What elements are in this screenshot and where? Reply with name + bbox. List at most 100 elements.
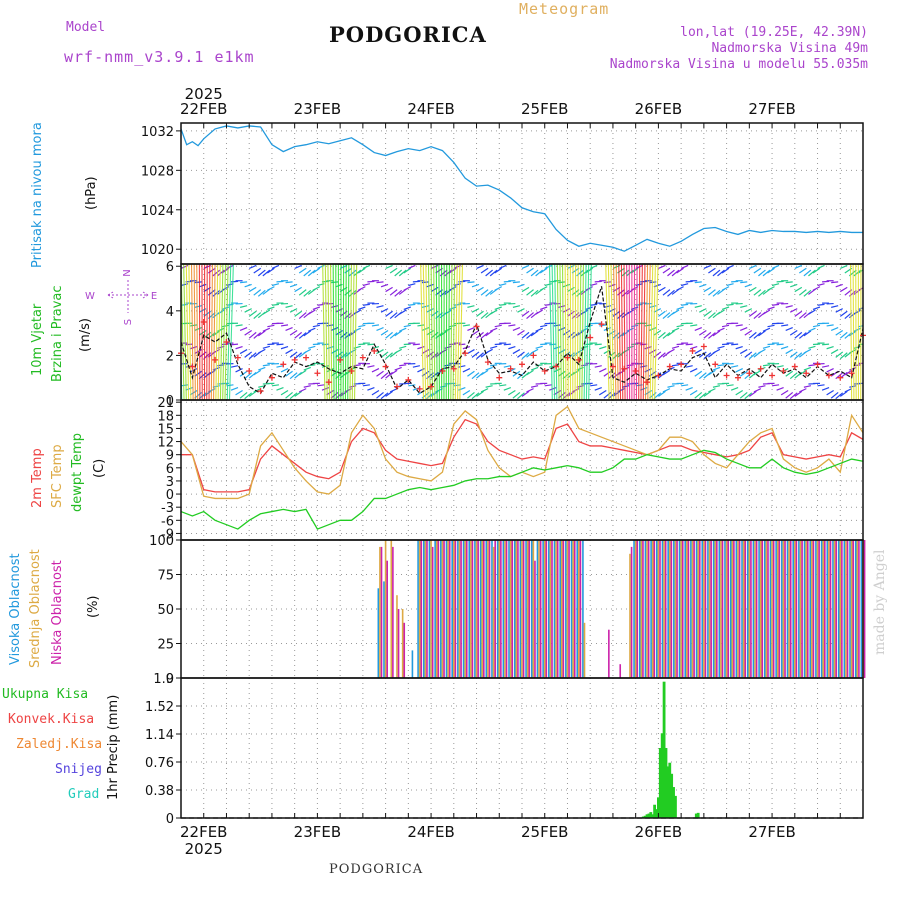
wind-fan bbox=[638, 264, 641, 400]
wind-arrow bbox=[598, 389, 607, 396]
wind-gust-marker bbox=[848, 370, 855, 377]
cloud-low-bar bbox=[551, 540, 553, 678]
pressure-y-tick-label: 1024 bbox=[141, 204, 174, 219]
wind-arrow bbox=[181, 264, 189, 270]
wind-arrow bbox=[244, 283, 252, 288]
wind-arrow bbox=[826, 368, 834, 373]
wind-gust-marker bbox=[666, 363, 673, 370]
wind-gust-marker bbox=[348, 368, 355, 375]
wind-arrow bbox=[803, 385, 812, 388]
t2m-line bbox=[181, 418, 864, 493]
wind-fan bbox=[452, 264, 456, 400]
temp-y-tick-label: -3 bbox=[161, 501, 174, 516]
wind-arrow bbox=[294, 286, 302, 293]
wind-arrow bbox=[194, 370, 202, 377]
cloud-high-bar bbox=[650, 540, 652, 678]
wind-arrow bbox=[735, 346, 743, 350]
wind-arrow bbox=[530, 385, 539, 388]
wind-arrow bbox=[617, 312, 625, 320]
cloud-mid-bar bbox=[521, 540, 523, 678]
wind-arrow bbox=[771, 303, 780, 306]
coordinates: lon,lat (19.25E, 42.39N) bbox=[680, 25, 868, 40]
wind-arrow bbox=[367, 343, 375, 346]
cloud-low-bar bbox=[659, 540, 661, 678]
cloud-low-bar bbox=[488, 540, 491, 678]
wind-arrow bbox=[517, 392, 525, 400]
wind-fan bbox=[554, 264, 558, 400]
wind-arrow bbox=[844, 388, 853, 393]
cloud-high-bar bbox=[701, 540, 704, 678]
wind-arrow bbox=[426, 308, 434, 313]
wind-arrow bbox=[739, 349, 748, 355]
wind-arrow bbox=[403, 267, 412, 274]
wind-arrow bbox=[812, 343, 821, 346]
cloud-mid-bar bbox=[504, 540, 506, 678]
wind-arrow bbox=[703, 352, 712, 360]
wind-arrow bbox=[858, 343, 863, 346]
cloud-low-bar bbox=[386, 560, 388, 678]
wind-arrow bbox=[185, 386, 193, 391]
wind-gust-marker bbox=[598, 321, 605, 328]
wind-arrow bbox=[676, 286, 684, 291]
wind-arrow bbox=[839, 390, 848, 397]
wind-arrow bbox=[417, 324, 425, 327]
wind-arrow bbox=[735, 389, 744, 396]
wind-arrow bbox=[708, 369, 716, 376]
tsfc-label: SFC Temp bbox=[50, 444, 65, 508]
wind-arrow bbox=[690, 324, 698, 327]
wind-arrow bbox=[403, 286, 412, 291]
wind-arrow bbox=[662, 332, 671, 339]
wind-arrow bbox=[417, 346, 425, 350]
wind-arrow bbox=[189, 346, 198, 350]
wind-gust-marker bbox=[371, 347, 378, 354]
top-year-label: 2025 bbox=[185, 85, 223, 103]
wind-fan bbox=[574, 264, 577, 400]
wind-arrow bbox=[394, 289, 403, 297]
temp-y-tick-label: 15 bbox=[157, 422, 174, 437]
wind-arrow bbox=[480, 388, 489, 393]
cloud-high-bar bbox=[536, 540, 539, 678]
wind-arrow bbox=[508, 346, 516, 350]
wind-arrow bbox=[580, 309, 589, 315]
wind-arrow bbox=[703, 286, 712, 293]
cloud-high-bar bbox=[809, 540, 812, 678]
wind-arrow bbox=[799, 388, 807, 393]
wind-arrow bbox=[462, 368, 471, 373]
wind-arrow bbox=[835, 329, 844, 336]
cloud-high-bar bbox=[815, 540, 817, 678]
cloud-high-bar bbox=[849, 540, 851, 678]
precip-bar bbox=[645, 814, 649, 818]
top-day-label: 23FEB bbox=[294, 100, 341, 118]
wind-arrow bbox=[658, 331, 666, 339]
wind-arrow bbox=[603, 349, 612, 355]
wind-arrow bbox=[421, 305, 430, 308]
wind-arrow bbox=[739, 370, 748, 377]
compass-e: E bbox=[151, 291, 157, 302]
wind-arrow bbox=[271, 303, 280, 306]
cloud-low-bar bbox=[824, 540, 826, 678]
wind-gust-marker bbox=[223, 339, 230, 346]
wind-arrow bbox=[748, 310, 757, 317]
wind-arrow bbox=[740, 281, 748, 284]
cloud-mid-bar bbox=[714, 540, 717, 678]
wind-arrow bbox=[480, 369, 489, 376]
cloud-high-bar bbox=[576, 540, 579, 678]
wind-gust-marker bbox=[530, 352, 537, 359]
precip-bar bbox=[660, 733, 664, 818]
wind-gust-marker bbox=[303, 354, 310, 361]
wind-arrow bbox=[803, 269, 812, 277]
wind-arrow bbox=[730, 386, 739, 391]
cloud-high-bar bbox=[445, 540, 448, 678]
wind-arrow bbox=[426, 329, 434, 336]
wind-arrow bbox=[698, 329, 707, 336]
wind-arrow bbox=[653, 329, 662, 336]
wind-arrow bbox=[849, 385, 857, 388]
wind-arrow bbox=[721, 324, 730, 328]
wind-fan bbox=[613, 264, 617, 400]
wind-arrow bbox=[649, 327, 657, 331]
wind-arrow bbox=[476, 310, 484, 317]
cloud-high-bar bbox=[843, 540, 846, 678]
wind-gust-marker bbox=[359, 354, 366, 361]
wind-arrow bbox=[671, 269, 680, 277]
cloud-high-bar bbox=[513, 540, 516, 678]
